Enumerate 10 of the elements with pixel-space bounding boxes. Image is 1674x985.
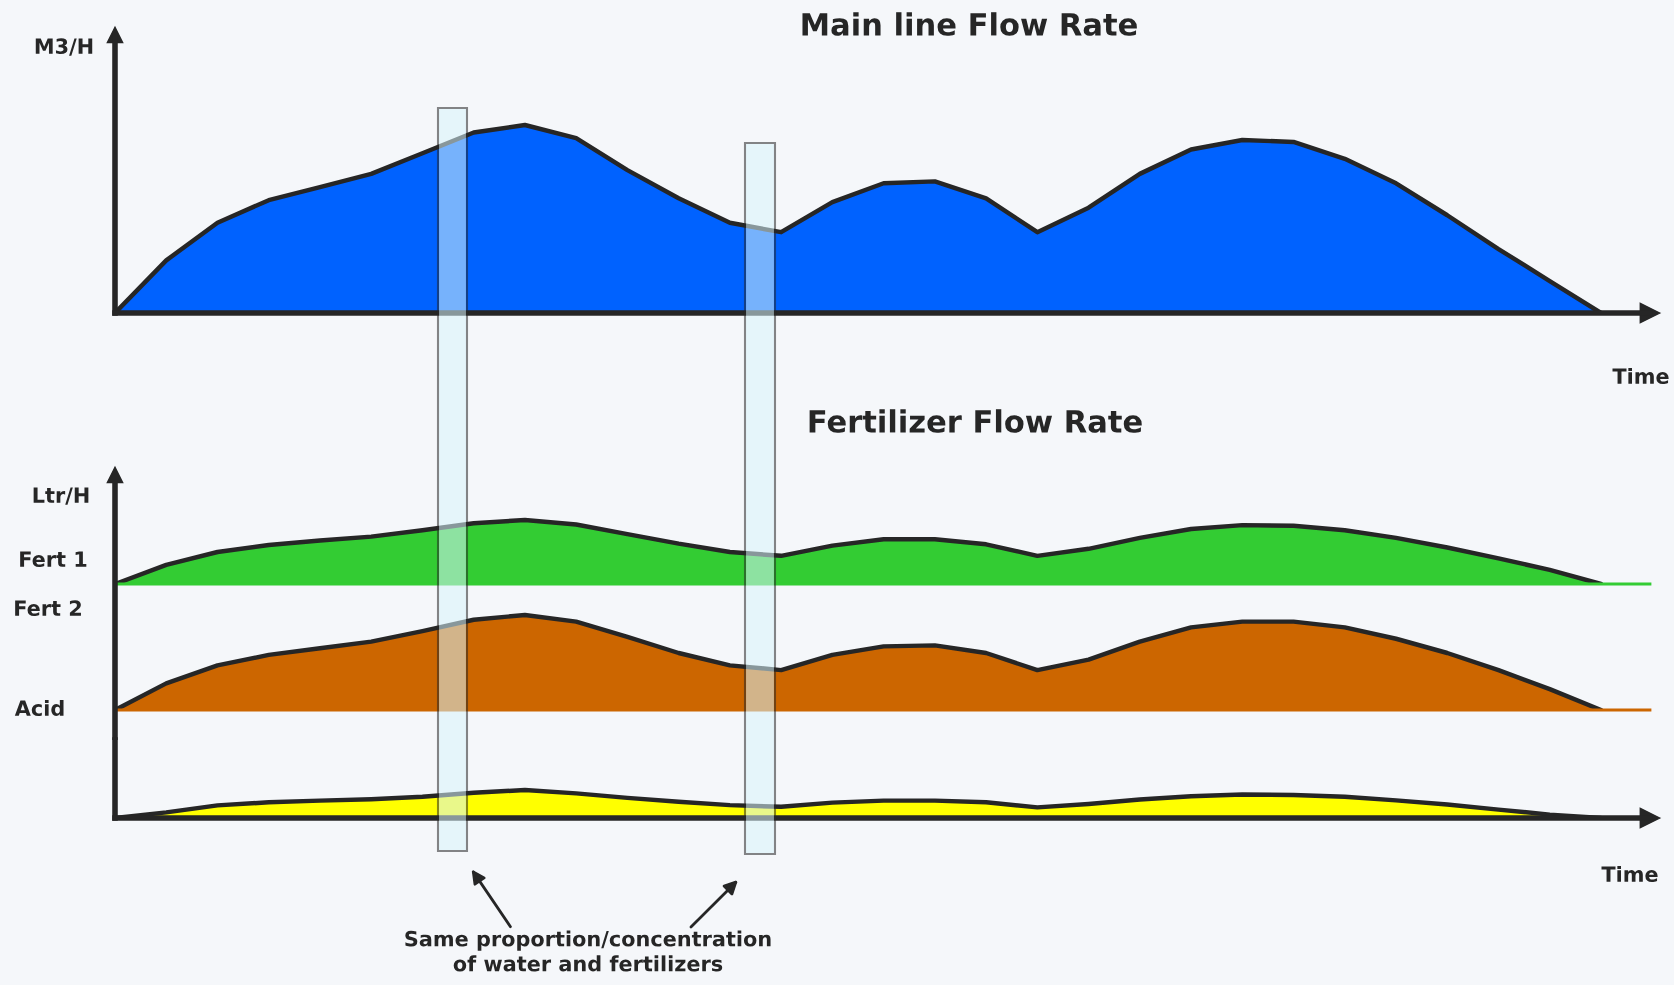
x-axis-title: Time — [1601, 865, 1658, 883]
x-axis-title: Time — [1612, 367, 1669, 385]
text: Same proportion/concentration of water and fertilizers — [405, 930, 771, 972]
series-label: Fert 1 — [20, 551, 87, 568]
text: Fert 2 — [15, 600, 81, 617]
y-axis-title: Ltr/H — [33, 487, 89, 505]
text: Acid — [14, 699, 64, 717]
chart-title: Fertilizer Flow Rate — [809, 409, 1142, 433]
y-axis-title: M3/H — [35, 38, 93, 56]
chart-title: Main line Flow Rate — [802, 12, 1137, 36]
